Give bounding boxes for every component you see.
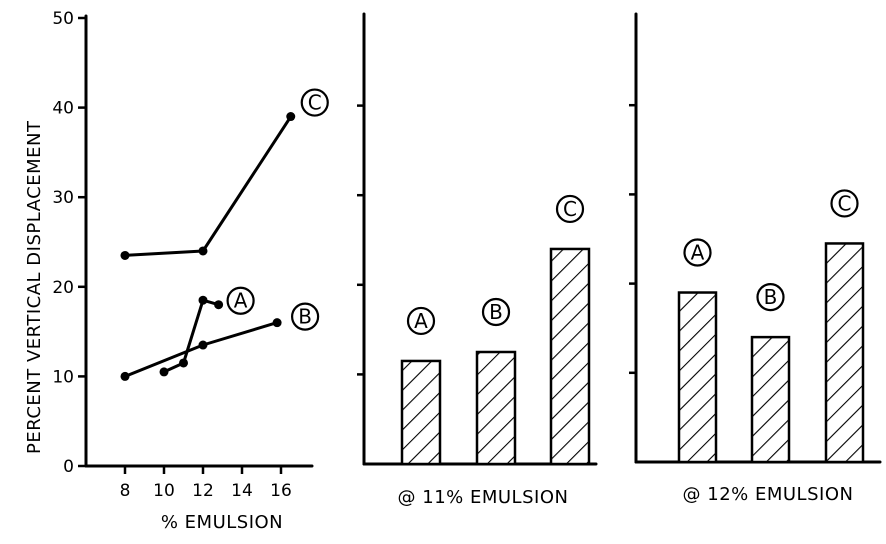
series-c-point [286, 112, 295, 121]
panel1-x-tick-label: 8 [120, 481, 131, 501]
chart-marks: 0 10 20 30 40 50 8 10 12 14 16 C A B A B C A B C [52, 9, 863, 501]
panel1-y-tick-label: 0 [63, 457, 74, 477]
series-c-line [125, 117, 291, 256]
series-a-point [160, 367, 169, 376]
panel3-bar-a [679, 293, 716, 462]
panel2-bar-c-label-text: C [563, 197, 577, 221]
panel3-bar-b [752, 337, 789, 462]
panel2-bar-b [477, 352, 515, 464]
panel1-y-tick-label: 50 [52, 9, 74, 29]
panel1-x-tick-label: 16 [270, 481, 292, 501]
series-b-point [121, 372, 130, 381]
panel2-bar-b-label-text: B [489, 300, 503, 324]
series-c-point [199, 246, 208, 255]
series-a-line [164, 300, 219, 372]
panel1-y-tick-label: 20 [52, 278, 74, 298]
panel3-bar-c-label-text: C [838, 191, 852, 215]
panel1-y-axis-label: PERCENT VERTICAL DISPLACEMENT [24, 120, 45, 454]
panel2-bar-a-label-text: A [414, 309, 428, 333]
series-a-point [199, 296, 208, 305]
series-c-point [121, 251, 130, 260]
panel3-bar-c [826, 243, 863, 462]
panel1-y-tick-label: 10 [52, 367, 74, 387]
series-a-point [214, 300, 223, 309]
panel1-x-tick-label: 12 [192, 481, 214, 501]
panel1-x-tick-label: 14 [231, 481, 253, 501]
panel3-bar-a-label-text: A [691, 241, 705, 265]
series-c-label-text: C [308, 91, 322, 115]
panel1-y-tick-label: 40 [52, 99, 74, 119]
panel2-bar-c [551, 249, 589, 464]
panel1-x-tick-label: 10 [153, 481, 175, 501]
panel2-x-axis-label: @ 11% EMULSION [398, 487, 569, 508]
series-b-line [125, 323, 277, 377]
panel3-bar-b-label-text: B [764, 285, 778, 309]
series-b-point [199, 341, 208, 350]
series-b-point [273, 318, 282, 327]
panel3-x-axis-label: @ 12% EMULSION [683, 484, 854, 505]
panel1-y-tick-label: 30 [52, 188, 74, 208]
series-a-label-text: A [234, 289, 248, 313]
series-a-point [179, 358, 188, 367]
panel1-x-axis-label: % EMULSION [161, 512, 283, 533]
series-b-label-text: B [298, 305, 312, 329]
panel2-bar-a [402, 361, 440, 464]
